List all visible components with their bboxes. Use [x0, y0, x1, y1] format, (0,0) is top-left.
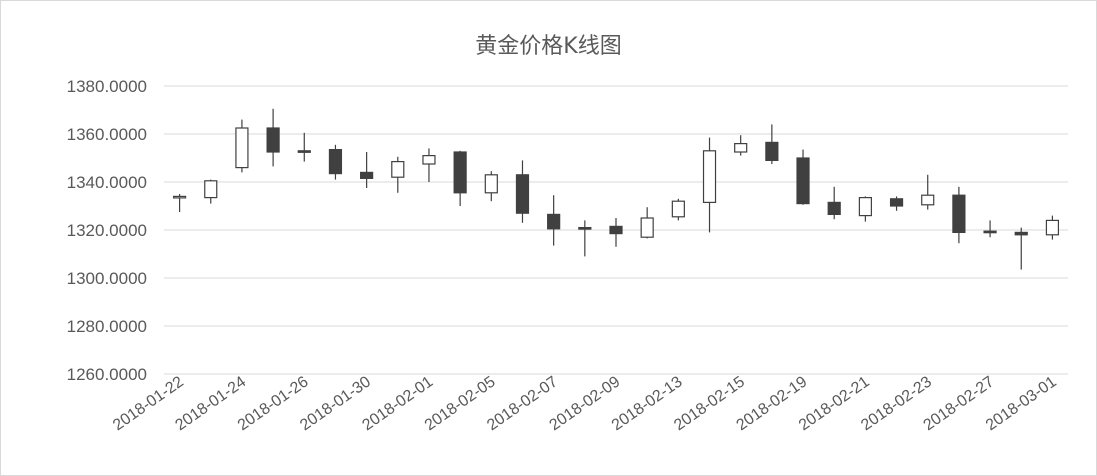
- candle-body-up: [204, 180, 218, 199]
- candle: [671, 198, 685, 221]
- candle-body-down: [328, 149, 343, 175]
- candle: [547, 195, 561, 246]
- candle: [702, 137, 717, 233]
- y-tick-label: 1340.0000: [67, 173, 147, 192]
- candle: [360, 152, 374, 188]
- candle-body-up: [484, 174, 498, 194]
- y-tick-label: 1300.0000: [67, 269, 147, 288]
- candle: [921, 174, 935, 210]
- candle-body-down: [983, 230, 997, 234]
- y-tick-label: 1320.0000: [67, 221, 147, 240]
- y-tick-label: 1280.0000: [67, 317, 147, 336]
- candle: [297, 132, 311, 162]
- candle: [391, 156, 405, 193]
- candle-body-down: [827, 201, 841, 215]
- candle: [796, 149, 810, 205]
- candle: [235, 119, 249, 173]
- candle-body-up: [734, 143, 748, 153]
- candle-body-down: [547, 213, 561, 230]
- candle-body-down: [765, 141, 779, 161]
- candle: [453, 150, 467, 206]
- candle-body-down: [609, 225, 623, 235]
- candle-body-down: [952, 194, 966, 233]
- candle-body-down: [515, 174, 530, 214]
- x-axis: 2018-01-222018-01-242018-01-262018-01-30…: [110, 373, 1060, 434]
- candle-body-up: [858, 197, 872, 217]
- candle-body-down: [297, 150, 311, 153]
- candle-body-down: [266, 127, 280, 153]
- candle-body-down: [578, 227, 592, 230]
- candle: [983, 220, 997, 238]
- candle: [1045, 215, 1060, 240]
- candle: [765, 124, 779, 164]
- candle: [952, 186, 966, 244]
- candle: [734, 135, 748, 156]
- candle-body-up: [235, 127, 249, 169]
- candle: [204, 179, 218, 204]
- chart-title: 黄金价格K线图: [475, 34, 622, 59]
- x-tick-label: 2018-03-01: [983, 373, 1060, 434]
- y-tick-label: 1360.0000: [67, 125, 147, 144]
- candle-body-up: [671, 200, 685, 218]
- candle: [484, 171, 498, 202]
- candle: [578, 220, 592, 257]
- candle: [1014, 227, 1028, 270]
- candle: [266, 108, 280, 167]
- candle-body-up: [640, 217, 654, 238]
- candle: [172, 194, 187, 212]
- y-tick-label: 1260.0000: [67, 365, 147, 384]
- candle: [640, 207, 654, 239]
- candle: [515, 160, 530, 223]
- candle-body-up: [1045, 219, 1060, 236]
- candle-body-up: [702, 150, 717, 204]
- candle: [889, 196, 904, 211]
- candle: [422, 148, 436, 182]
- candle-body-up: [422, 155, 436, 165]
- candle: [827, 186, 841, 220]
- candle: [609, 218, 623, 247]
- candle: [328, 144, 343, 180]
- y-tick-label: 1380.0000: [67, 77, 147, 96]
- candle-body-up: [172, 195, 187, 199]
- candle-body-down: [453, 151, 467, 194]
- candle-body-up: [921, 194, 935, 206]
- candle-body-down: [889, 198, 904, 207]
- candle-body-up: [391, 161, 405, 178]
- y-axis: 1260.0000 1280.0000 1300.0000 1320.0000 1340…: [67, 77, 147, 384]
- candles: [172, 108, 1060, 270]
- candle: [858, 196, 872, 222]
- gridlines: [164, 85, 1068, 375]
- candle-body-down: [360, 171, 374, 179]
- candle-body-down: [796, 157, 810, 205]
- candle-body-down: [1014, 231, 1028, 236]
